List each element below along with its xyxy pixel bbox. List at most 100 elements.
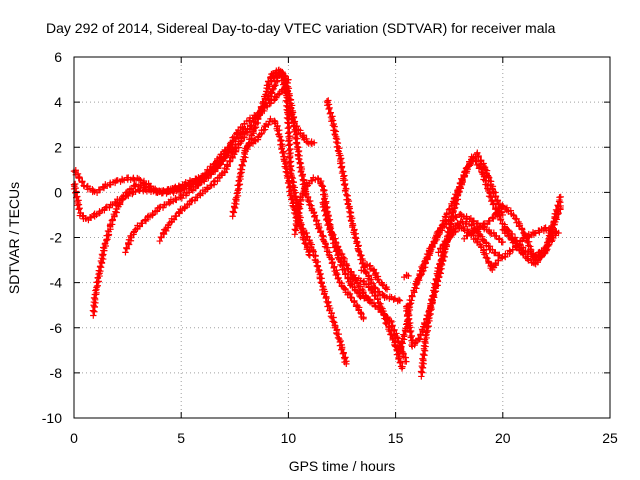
data-point [483,221,491,228]
data-point [486,217,493,225]
data-point [191,197,199,204]
data-point [99,252,106,259]
data-point [414,275,422,283]
data-point [339,350,347,357]
data-point [286,159,293,166]
data-point [230,133,238,141]
data-point [499,211,506,219]
data-point [460,168,468,176]
data-point [284,119,291,126]
data-point [365,275,372,282]
data-point [269,86,276,94]
data-point [233,190,240,197]
data-point [249,128,257,135]
data-point [316,224,323,231]
x-tick-label: 15 [388,430,404,446]
data-point [175,182,183,189]
data-point [101,240,109,248]
data-point [166,200,173,207]
data-point [294,208,302,216]
data-point [325,221,332,229]
data-point [230,209,238,216]
series-track-14 [358,261,391,293]
data-point [335,246,343,253]
data-point [440,240,447,248]
data-point [74,170,82,178]
data-point [216,161,224,168]
data-point [223,149,231,157]
data-point [265,121,272,129]
data-point [285,91,292,99]
data-point [538,253,545,261]
data-point [421,258,428,265]
data-point [343,261,350,269]
data-point [357,310,365,317]
data-point [297,129,304,137]
data-points [70,66,564,380]
data-point [299,190,306,198]
data-point [379,281,386,288]
data-point [548,234,555,241]
data-point [295,147,303,155]
data-point [530,260,538,267]
data-point [402,321,410,328]
data-point [108,217,116,224]
data-point [254,115,261,123]
data-point [236,173,243,181]
data-point [422,332,429,339]
data-point [367,286,375,293]
data-point [370,266,378,273]
data-point [334,147,342,154]
data-point [282,168,290,176]
data-point [89,307,97,314]
data-point [369,280,377,287]
data-point [397,343,404,351]
data-point [470,154,477,161]
data-point [343,360,350,368]
data-point [552,214,560,221]
data-point [308,177,316,184]
data-point [139,219,146,227]
data-point [317,270,324,278]
data-point [226,142,234,149]
data-point [485,226,493,234]
data-point [321,290,328,297]
y-axis-label: SDTVAR / TECUs [6,182,22,294]
data-point [342,187,349,195]
y-tick-labels: -10 -8 -6 -4 -2 0 2 4 6 [42,49,62,426]
data-point [398,365,406,372]
series-track-11 [319,198,410,365]
data-point [237,169,245,176]
data-point [391,295,399,302]
series-track-08 [263,66,367,322]
data-point [554,209,562,217]
data-point [76,174,83,182]
data-point [499,238,506,246]
data-point [438,222,446,229]
data-point [78,179,86,186]
data-point [337,337,344,345]
series-track-20 [435,222,502,274]
data-point [428,305,435,313]
data-point [527,256,535,263]
data-point [156,237,163,245]
data-point [95,278,103,285]
data-point [157,233,165,241]
data-point [242,129,249,136]
data-point [475,165,483,172]
y-tick-label: -10 [42,410,62,426]
data-point [492,210,499,217]
data-point [454,187,461,195]
data-point [509,246,516,253]
data-point [529,229,537,236]
data-point [334,334,342,341]
data-point [275,66,283,74]
data-point [215,160,222,168]
data-point [258,108,265,115]
axis-ticks [73,56,611,419]
data-point [473,239,481,247]
data-point [463,164,470,172]
data-point [122,249,129,256]
data-point [522,237,530,244]
